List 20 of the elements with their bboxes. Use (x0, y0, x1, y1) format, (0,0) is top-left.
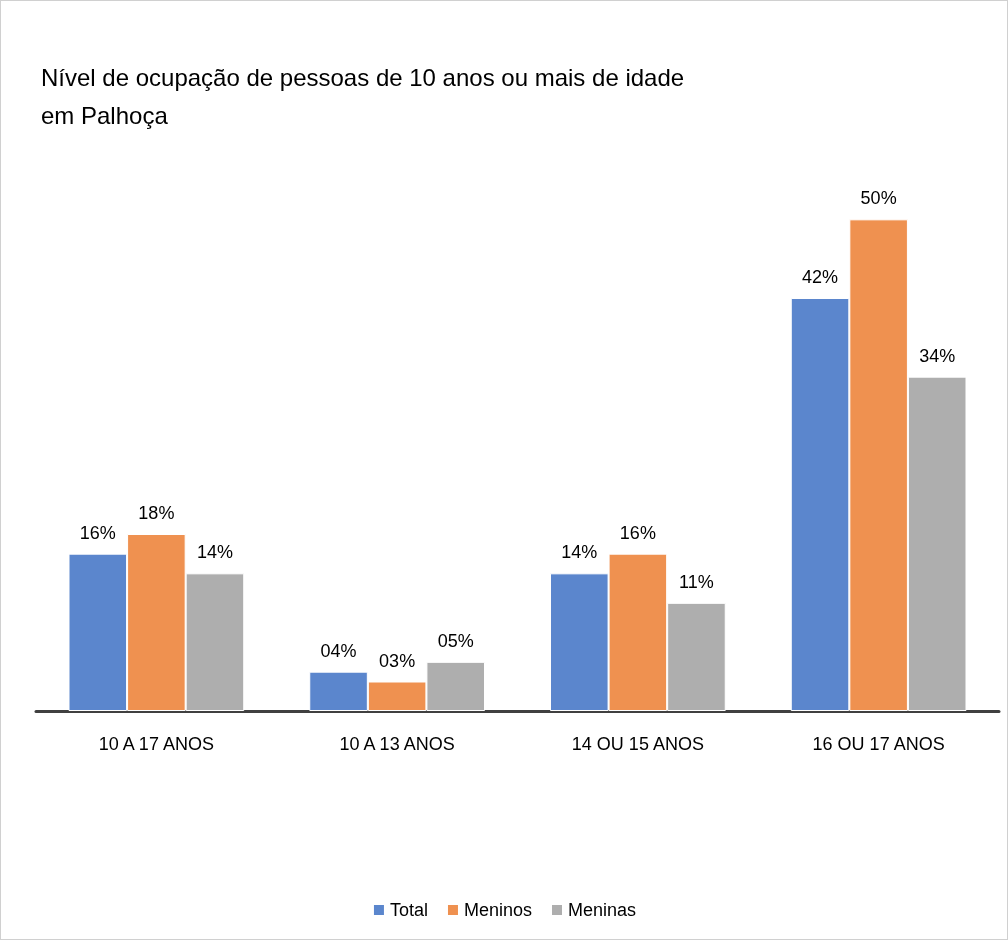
data-label: 16% (79, 522, 116, 543)
x-tick-label: 10 A 17 ANOS (98, 734, 214, 754)
data-label: 18% (138, 503, 175, 523)
data-label: 04% (320, 640, 357, 661)
legend-label: Meninas (568, 900, 637, 920)
legend-label: Meninos (463, 900, 533, 920)
data-label: 11% (679, 571, 714, 592)
data-label: 14% (196, 542, 233, 563)
data-label: 03% (379, 650, 416, 671)
legend-label: Total (389, 900, 428, 920)
data-label: 16% (619, 522, 656, 543)
x-tick-label: 14 OU 15 ANOS (571, 734, 704, 754)
x-tick-label: 16 OU 17 ANOS (812, 734, 945, 754)
data-label: 14% (561, 542, 598, 563)
data-label: 42% (802, 267, 839, 287)
data-label: 34% (919, 345, 956, 366)
chart-title: Nível de ocupação de pessoas de 10 anos ou mais de idade em Palhoça (41, 63, 685, 129)
data-label: 05% (437, 630, 474, 651)
x-tick-label: 10 A 13 ANOS (339, 734, 455, 754)
data-label: 50% (860, 188, 897, 209)
